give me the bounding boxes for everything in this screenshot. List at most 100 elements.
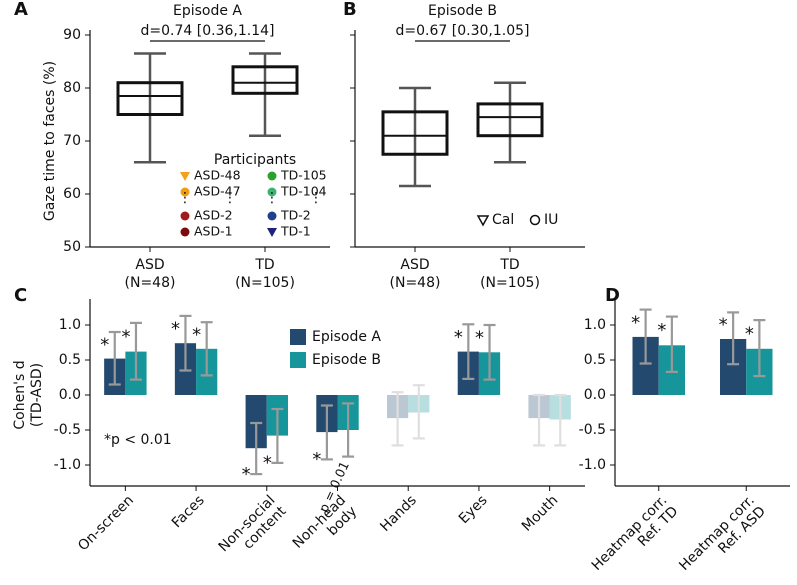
note: *p < 0.01 xyxy=(104,432,172,448)
annotation: * xyxy=(312,449,321,470)
annotation: * xyxy=(745,323,754,344)
x-tick-note: (N=105) xyxy=(235,275,295,291)
y-axis-label: Cohen's d xyxy=(12,360,28,429)
legend-marker xyxy=(180,172,190,181)
legend-marker xyxy=(267,171,277,181)
annotation: * xyxy=(719,315,728,336)
bar-group xyxy=(337,395,359,458)
x-tick-label: ASD xyxy=(400,257,429,273)
chart-title: Episode A xyxy=(173,3,242,19)
annotation: * xyxy=(171,319,180,340)
bar-group xyxy=(316,395,338,461)
bar xyxy=(549,395,571,420)
bar-group xyxy=(478,323,501,395)
y-tick-label: -1.0 xyxy=(54,457,81,473)
legend-label: ASD-47 xyxy=(194,184,241,199)
chart-title: Episode B xyxy=(428,3,497,19)
y-tick-label: 70 xyxy=(63,133,81,149)
panel-letter: C xyxy=(14,285,27,306)
legend-label: Episode A xyxy=(312,329,381,345)
legend-marker xyxy=(267,211,277,221)
legend-marker xyxy=(180,227,190,237)
legend-label: Cal xyxy=(492,212,514,228)
legend-marker xyxy=(267,228,277,237)
y-tick-label: -1.0 xyxy=(579,457,606,473)
legend-label: TD-2 xyxy=(280,208,311,223)
y-tick-label: 0.0 xyxy=(59,387,81,403)
bar-group xyxy=(457,323,479,395)
x-tick-label: Mouth xyxy=(519,492,561,534)
annotation: * xyxy=(192,325,201,346)
y-tick-label: 0.5 xyxy=(584,352,606,368)
x-tick-label: ASD xyxy=(135,257,164,273)
bar-group xyxy=(196,321,218,395)
annotation: * xyxy=(121,326,130,347)
bar-group xyxy=(408,384,430,440)
annotation: * xyxy=(100,334,109,355)
annotation: * xyxy=(263,452,272,473)
legend-swatch xyxy=(290,329,306,345)
legend-label: TD-1 xyxy=(280,224,311,239)
x-tick-note: (N=48) xyxy=(125,275,176,291)
effect-size: d=0.67 [0.30,1.05] xyxy=(396,23,530,39)
y-tick-label: 60 xyxy=(63,186,81,202)
x-tick-label: Eyes xyxy=(456,492,491,527)
x-tick-label: Faces xyxy=(169,492,208,531)
annotation: * xyxy=(631,312,640,333)
legend-label: ASD-48 xyxy=(194,168,241,183)
bar xyxy=(408,395,430,413)
legend-marker xyxy=(529,214,541,226)
legend-marker xyxy=(180,211,190,221)
y-tick-label: -0.5 xyxy=(54,422,81,438)
box xyxy=(381,110,449,156)
y-tick-label: 1.0 xyxy=(59,317,81,333)
bar-group xyxy=(528,393,550,447)
y-tick-label: 0.0 xyxy=(584,387,606,403)
effect-size: d=0.74 [0.36,1.14] xyxy=(141,23,275,39)
legend-dots: ⋮ xyxy=(178,190,192,206)
x-tick-label: TD xyxy=(254,257,274,273)
legend-marker xyxy=(267,187,277,197)
y-tick-label: 90 xyxy=(63,27,81,43)
bar xyxy=(528,395,550,419)
bar-group xyxy=(720,311,747,395)
y-axis-label: (TD-ASD) xyxy=(29,363,45,427)
bar-group xyxy=(549,393,571,447)
box xyxy=(231,65,299,95)
bar-group xyxy=(266,395,288,464)
legend-label: Episode B xyxy=(312,352,381,368)
annotation: * xyxy=(475,328,484,349)
bar-group xyxy=(174,314,197,395)
x-tick-label: On-screen xyxy=(75,492,137,554)
bar xyxy=(245,395,267,449)
box xyxy=(476,102,544,138)
legend-label: TD-104 xyxy=(280,184,327,199)
x-tick-note: (N=48) xyxy=(390,275,441,291)
y-axis-label: Gaze time to faces (%) xyxy=(42,61,58,221)
y-tick-label: 0.5 xyxy=(59,352,81,368)
legend-marker xyxy=(180,187,190,197)
bar xyxy=(387,395,409,419)
annotation: * xyxy=(657,320,666,341)
y-tick-label: 1.0 xyxy=(584,317,606,333)
bar-group xyxy=(658,315,685,395)
panel-letter: A xyxy=(14,0,28,20)
box xyxy=(116,81,184,116)
y-tick-label: 80 xyxy=(63,80,81,96)
bar-group xyxy=(104,330,126,395)
bar-group xyxy=(387,391,409,447)
x-tick-label: Hands xyxy=(377,492,420,535)
legend-swatch xyxy=(290,352,306,368)
annotation: * xyxy=(454,327,463,348)
legend-label: ASD-1 xyxy=(194,224,233,239)
y-tick-label: 50 xyxy=(63,239,81,255)
panel-letter: D xyxy=(605,285,620,306)
bar-group xyxy=(746,319,773,395)
bar-group xyxy=(632,308,659,395)
legend-label: ASD-2 xyxy=(194,208,233,223)
legend-label: IU xyxy=(544,212,558,228)
bar-group xyxy=(245,395,267,476)
legend-title: Participants xyxy=(214,152,296,168)
legend-label: TD-105 xyxy=(280,168,327,183)
